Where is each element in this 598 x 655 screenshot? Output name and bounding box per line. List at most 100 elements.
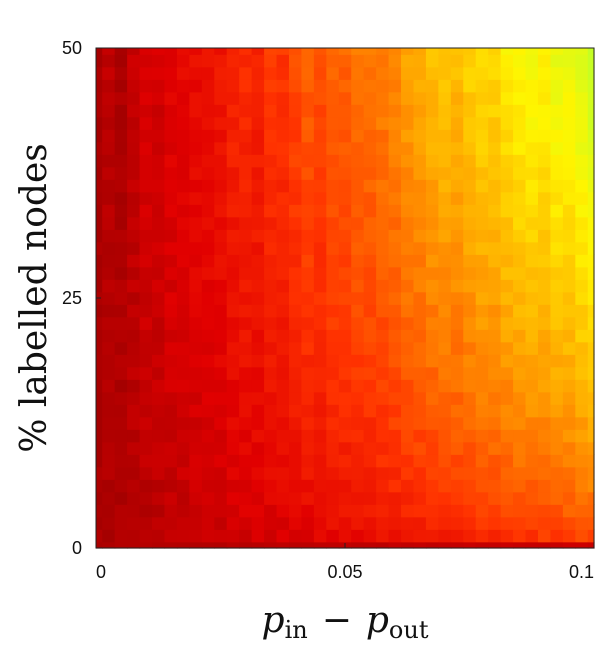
heatmap-cell	[264, 491, 278, 505]
heatmap-cell	[251, 454, 265, 468]
heatmap-cell	[164, 516, 178, 530]
heatmap-cell	[176, 229, 190, 243]
heatmap-cell	[351, 354, 365, 368]
heatmap-cell	[587, 229, 595, 243]
heatmap-cell	[388, 154, 402, 168]
heatmap-cell	[239, 379, 253, 393]
heatmap-cell	[214, 254, 228, 268]
heatmap-cell	[152, 216, 166, 230]
heatmap-cell	[562, 279, 576, 293]
heatmap-cell	[164, 154, 178, 168]
heatmap-cell	[413, 441, 427, 455]
heatmap-cell	[475, 279, 489, 293]
heatmap-cell	[288, 54, 303, 68]
heatmap-cell	[226, 404, 240, 418]
heatmap-cell	[301, 304, 315, 318]
heatmap-cell	[513, 454, 527, 468]
heatmap-cell	[313, 179, 327, 193]
heatmap-cell	[127, 441, 141, 455]
heatmap-cell	[537, 129, 552, 143]
heatmap-cell	[102, 504, 116, 518]
heatmap-cell	[376, 116, 390, 130]
heatmap-cell	[264, 166, 278, 180]
heatmap-cell	[326, 516, 340, 530]
heatmap-cell	[388, 91, 402, 105]
heatmap-cell	[438, 166, 452, 180]
heatmap-cell	[550, 48, 564, 55]
heatmap-cell	[102, 229, 116, 243]
heatmap-cell	[575, 116, 589, 130]
heatmap-cell	[264, 179, 278, 193]
heatmap-cell	[288, 404, 303, 418]
heatmap-cell	[525, 241, 539, 255]
heatmap-cell	[413, 454, 427, 468]
heatmap-cell	[226, 66, 240, 80]
heatmap-cell	[438, 429, 452, 443]
heatmap-cell	[139, 441, 153, 455]
heatmap-cell	[550, 404, 564, 418]
heatmap-cell	[313, 54, 327, 68]
heatmap-cell	[102, 191, 116, 205]
heatmap-cell	[475, 454, 489, 468]
heatmap-cell	[425, 504, 439, 518]
heatmap-cell	[425, 166, 439, 180]
heatmap-cell	[338, 129, 352, 143]
heatmap-cell	[114, 279, 128, 293]
heatmap-cell	[575, 129, 589, 143]
heatmap-cell	[189, 216, 203, 230]
heatmap-cell	[401, 116, 415, 130]
heatmap-cell	[575, 104, 589, 118]
heatmap-cell	[575, 441, 589, 455]
heatmap-cell	[488, 166, 502, 180]
heatmap-cell	[127, 516, 141, 530]
heatmap-cell	[525, 466, 539, 480]
heatmap-cell	[239, 366, 253, 380]
heatmap-cell	[525, 216, 539, 230]
heatmap-cell	[176, 216, 190, 230]
heatmap-cell	[401, 416, 415, 430]
heatmap-cell	[326, 429, 340, 443]
heatmap-cell	[475, 391, 489, 405]
heatmap-cell	[301, 129, 315, 143]
heatmap-cell	[475, 141, 489, 155]
heatmap-cell	[488, 104, 502, 118]
heatmap-cell	[562, 166, 576, 180]
heatmap-cell	[537, 91, 552, 105]
heatmap-cell	[313, 341, 327, 355]
heatmap-cell	[127, 416, 141, 430]
heatmap-cell	[363, 391, 377, 405]
heatmap-cell	[127, 48, 141, 55]
heatmap-cell	[226, 241, 240, 255]
heatmap-cell	[450, 366, 464, 380]
heatmap-cell	[351, 366, 365, 380]
heatmap-cell	[438, 279, 452, 293]
heatmap-cell	[351, 304, 365, 318]
heatmap-cell	[363, 491, 377, 505]
heatmap-cell	[139, 541, 153, 549]
heatmap-cell	[562, 54, 576, 68]
heatmap-cell	[326, 416, 340, 430]
heatmap-cell	[376, 304, 390, 318]
heatmap-cell	[251, 479, 265, 493]
heatmap-cell	[438, 329, 452, 343]
heatmap-cell	[425, 454, 439, 468]
heatmap-cell	[276, 79, 290, 93]
heatmap-cell	[276, 441, 290, 455]
heatmap-cell	[114, 466, 128, 480]
heatmap-cell	[363, 479, 377, 493]
heatmap-cell	[301, 466, 315, 480]
heatmap-cell	[276, 204, 290, 218]
heatmap-cell	[288, 79, 303, 93]
heatmap-cell	[363, 404, 377, 418]
heatmap-cell	[127, 204, 141, 218]
heatmap-cell	[226, 479, 240, 493]
heatmap-cell	[450, 391, 464, 405]
heatmap-cell	[413, 229, 427, 243]
heatmap-cell	[488, 229, 502, 243]
heatmap-cell	[338, 379, 352, 393]
heatmap-cell	[537, 479, 552, 493]
heatmap-cell	[475, 129, 489, 143]
heatmap-cell	[164, 104, 178, 118]
heatmap-cell	[288, 66, 303, 80]
